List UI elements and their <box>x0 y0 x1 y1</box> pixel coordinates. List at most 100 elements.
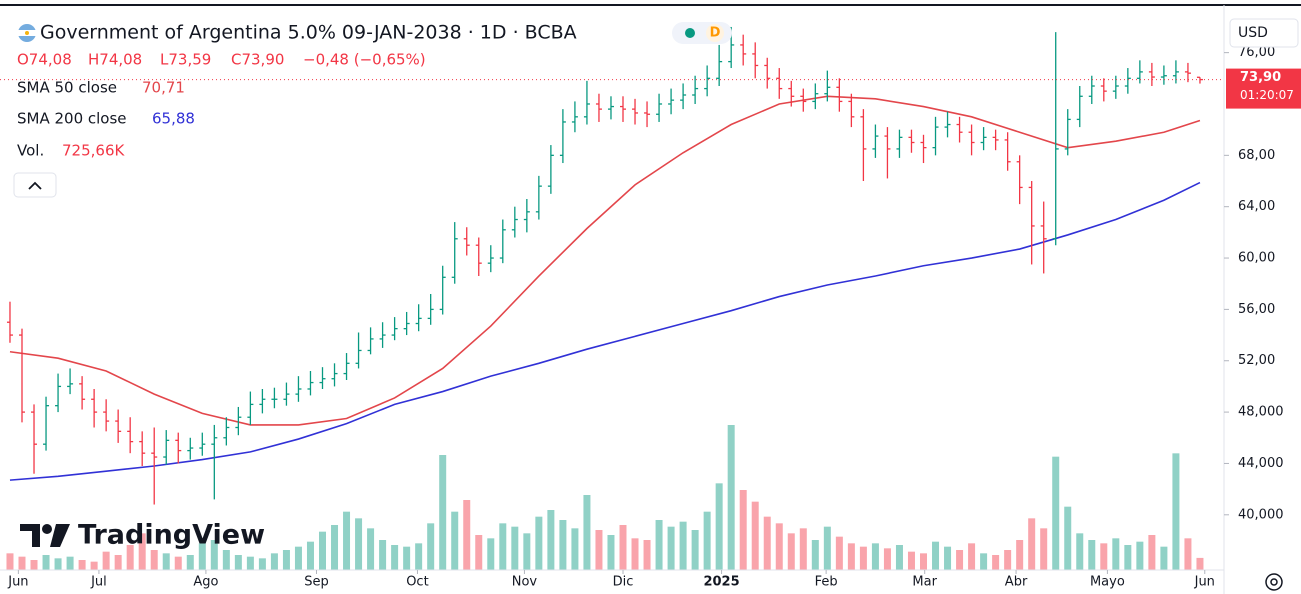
volume-bar <box>282 550 290 570</box>
volume-bar <box>30 560 38 570</box>
volume-bar <box>499 523 507 570</box>
settings-icon[interactable] <box>1265 573 1283 591</box>
volume-bar <box>1052 456 1060 570</box>
sma50-value: 70,71 <box>142 79 185 97</box>
volume-bar <box>919 553 927 570</box>
y-tick-label: 64,00 <box>1238 199 1275 214</box>
currency-button[interactable] <box>1229 18 1299 48</box>
volume-bar <box>691 530 699 570</box>
volume-bar <box>739 490 747 570</box>
volume-bar <box>679 521 687 570</box>
sma200-value: 65,88 <box>152 110 195 128</box>
volume-bar <box>331 525 339 570</box>
volume-bar <box>246 556 254 570</box>
countdown-label: 01:20:07 <box>1240 88 1294 102</box>
volume-bar <box>258 558 266 570</box>
y-tick-label: 60,00 <box>1238 251 1275 266</box>
volume-bar <box>415 543 423 570</box>
volume-value: 725,66K <box>62 142 125 160</box>
volume-bar <box>956 550 964 570</box>
volume-bar <box>1028 518 1036 570</box>
volume-bar <box>751 501 759 570</box>
y-tick-label: 68,00 <box>1238 148 1275 163</box>
market-status-dot <box>685 28 695 38</box>
legend-close: C73,90 <box>231 51 284 69</box>
volume-bar <box>1196 557 1204 570</box>
volume-bar <box>42 555 50 570</box>
volume-bar <box>367 528 375 570</box>
volume-bar <box>727 425 735 570</box>
x-tick-label: Feb <box>815 575 838 590</box>
volume-bar <box>150 550 158 570</box>
x-tick-label: Oct <box>406 575 428 590</box>
collapse-button[interactable] <box>13 172 57 198</box>
x-tick-label: Dic <box>613 575 634 590</box>
x-tick-label: Mayo <box>1090 575 1125 590</box>
interval-badge: D <box>710 26 721 41</box>
volume-bar <box>787 533 795 570</box>
currency-label[interactable]: USD <box>1238 25 1268 41</box>
volume-bar <box>102 551 110 570</box>
volume-bar <box>1016 540 1024 570</box>
y-tick-label: 48,000 <box>1238 405 1284 420</box>
volume-bar <box>643 540 651 570</box>
volume-bar <box>1148 535 1156 570</box>
sma50-name: SMA 50 close <box>17 79 117 97</box>
legend-low: L73,59 <box>160 51 211 69</box>
volume-bar <box>980 553 988 570</box>
volume-bar <box>463 500 471 570</box>
volume-bar <box>511 526 519 570</box>
volume-bar <box>475 535 483 570</box>
volume-bar <box>523 533 531 570</box>
volume-bar <box>992 555 1000 570</box>
legend-open: O74,08 <box>17 51 72 69</box>
x-tick-label: Jun <box>7 575 28 590</box>
volume-bar <box>1100 543 1108 570</box>
volume-bar <box>883 548 891 570</box>
y-tick-label: 56,00 <box>1238 302 1275 317</box>
x-tick-label: Nov <box>512 575 538 590</box>
volume-bar <box>944 546 952 570</box>
volume-bar <box>1160 546 1168 570</box>
interval-badge-bg <box>706 24 724 42</box>
volume-bar <box>835 536 843 570</box>
volume-bar <box>270 553 278 570</box>
volume-bar <box>667 526 675 570</box>
volume-bar <box>968 543 976 570</box>
volume-bar <box>535 516 543 570</box>
sma200-name: SMA 200 close <box>17 110 127 128</box>
volume-bar <box>811 540 819 570</box>
volume-layer <box>6 425 1204 570</box>
volume-bar <box>222 550 230 570</box>
volume-bar <box>78 560 86 570</box>
x-tick-label: Mar <box>912 575 937 590</box>
volume-bar <box>451 511 459 570</box>
volume-bar <box>907 551 915 570</box>
x-tick-label: Jul <box>90 575 107 590</box>
volume-bar <box>1088 540 1096 570</box>
volume-bar <box>571 528 579 570</box>
volume-bar <box>871 543 879 570</box>
volume-bar <box>595 530 603 570</box>
x-tick-label: Jun <box>1194 575 1215 590</box>
volume-bar <box>114 555 122 570</box>
volume-bar <box>1064 506 1072 570</box>
volume-bar <box>18 556 26 570</box>
volume-bar <box>66 556 74 570</box>
volume-bar <box>655 520 663 570</box>
volume-bar <box>138 533 146 570</box>
legend-change: −0,48 (−0,65%) <box>303 51 426 69</box>
volume-bar <box>439 455 447 570</box>
volume-bar <box>174 556 182 570</box>
volume-bar <box>631 538 639 570</box>
volume-bar <box>391 545 399 570</box>
volume-bar <box>1124 545 1132 570</box>
volume-bar <box>1172 453 1180 570</box>
volume-bar <box>1112 538 1120 570</box>
volume-bar <box>403 546 411 570</box>
last-price-box <box>1226 68 1301 109</box>
volume-bar <box>343 511 351 570</box>
volume-bar <box>355 518 363 570</box>
watermark-text: TradingView <box>78 520 265 551</box>
